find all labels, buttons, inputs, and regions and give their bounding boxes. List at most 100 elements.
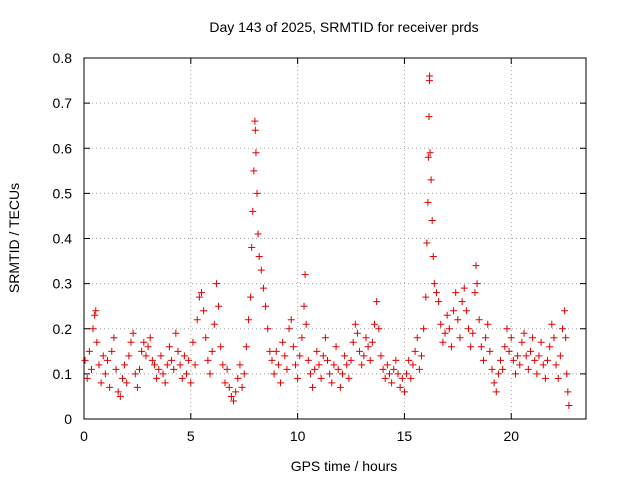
data-point xyxy=(170,365,178,373)
data-point xyxy=(368,338,376,346)
x-tick-label: 20 xyxy=(503,428,519,444)
data-point xyxy=(103,356,111,364)
data-point xyxy=(95,361,103,369)
data-point xyxy=(467,343,475,351)
data-point xyxy=(469,329,477,337)
data-point xyxy=(155,365,163,373)
data-point xyxy=(178,374,186,382)
data-point xyxy=(133,383,141,391)
x-tick-label: 15 xyxy=(397,428,413,444)
data-point xyxy=(193,316,201,324)
data-point xyxy=(309,383,317,391)
data-point xyxy=(232,388,240,396)
data-point xyxy=(298,334,306,342)
data-point xyxy=(462,307,470,315)
data-point xyxy=(514,352,522,360)
data-point xyxy=(497,356,505,364)
data-point xyxy=(125,352,133,360)
data-point xyxy=(338,370,346,378)
data-point xyxy=(165,343,173,351)
data-point xyxy=(121,361,129,369)
data-point xyxy=(296,352,304,360)
data-point xyxy=(328,379,336,387)
y-tick-label: 0.2 xyxy=(53,321,73,337)
data-point xyxy=(343,361,351,369)
data-point xyxy=(300,302,308,310)
y-tick-label: 0.7 xyxy=(53,95,73,111)
data-point xyxy=(362,334,370,342)
data-point xyxy=(425,113,433,121)
data-point xyxy=(281,352,289,360)
data-point xyxy=(332,343,340,351)
data-point xyxy=(221,379,229,387)
data-point xyxy=(441,329,449,337)
data-point xyxy=(392,356,400,364)
data-point xyxy=(486,347,494,355)
data-point xyxy=(326,370,334,378)
data-point xyxy=(531,356,539,364)
data-point xyxy=(548,320,556,328)
data-point xyxy=(123,379,131,387)
data-point xyxy=(202,334,210,342)
data-point xyxy=(252,149,260,157)
y-tick-label: 0.3 xyxy=(53,276,73,292)
data-point xyxy=(163,361,171,369)
data-point xyxy=(477,343,485,351)
data-point xyxy=(422,293,430,301)
data-point xyxy=(351,320,359,328)
data-point xyxy=(257,266,265,274)
data-point xyxy=(172,329,180,337)
data-point xyxy=(428,216,436,224)
data-point xyxy=(383,361,391,369)
data-point xyxy=(405,356,413,364)
data-point xyxy=(93,338,101,346)
x-axis-label: GPS time / hours xyxy=(291,458,398,474)
data-point xyxy=(81,356,89,364)
data-point xyxy=(259,284,267,292)
data-point xyxy=(264,325,272,333)
data-point xyxy=(227,392,235,400)
data-point xyxy=(473,280,481,288)
data-point xyxy=(423,239,431,247)
data-point xyxy=(315,361,323,369)
data-point xyxy=(268,356,276,364)
data-point xyxy=(388,379,396,387)
data-point xyxy=(248,244,256,252)
data-point xyxy=(516,361,524,369)
data-point xyxy=(520,329,528,337)
data-point xyxy=(529,334,537,342)
x-tick-label: 0 xyxy=(80,428,88,444)
data-point xyxy=(554,374,562,382)
data-point xyxy=(437,320,445,328)
data-point xyxy=(381,374,389,382)
data-point xyxy=(131,370,139,378)
data-point xyxy=(366,356,374,364)
data-point xyxy=(321,334,329,342)
data-point xyxy=(92,307,100,315)
data-point xyxy=(456,334,464,342)
data-point xyxy=(533,370,541,378)
data-point xyxy=(114,388,122,396)
data-point xyxy=(225,383,233,391)
data-point xyxy=(148,356,156,364)
data-point xyxy=(251,117,259,125)
x-tick-label: 5 xyxy=(187,428,195,444)
data-point xyxy=(403,370,411,378)
data-point xyxy=(251,126,259,134)
data-point xyxy=(503,325,511,333)
data-point xyxy=(424,198,432,206)
data-points xyxy=(81,72,573,409)
data-point xyxy=(537,338,545,346)
data-point xyxy=(242,343,250,351)
data-point xyxy=(129,329,137,337)
data-point xyxy=(283,365,291,373)
data-point xyxy=(291,361,299,369)
data-point xyxy=(509,356,517,364)
data-point xyxy=(189,338,197,346)
data-point xyxy=(490,379,498,387)
data-point xyxy=(426,72,434,80)
data-point xyxy=(212,280,220,288)
data-point xyxy=(302,320,310,328)
data-point xyxy=(206,370,214,378)
